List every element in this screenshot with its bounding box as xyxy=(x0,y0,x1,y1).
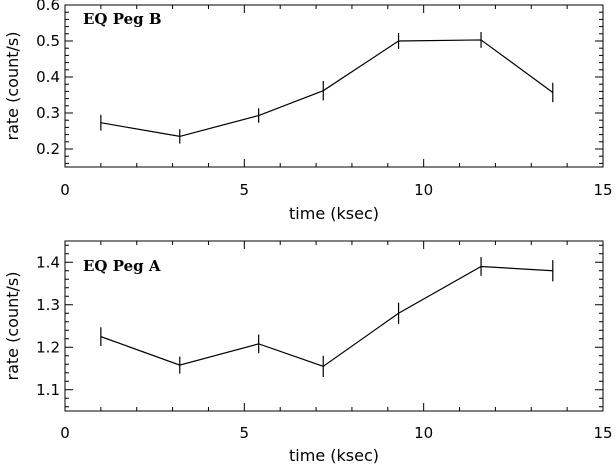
x-tick-label: 5 xyxy=(240,181,250,199)
y-tick-label: 1.4 xyxy=(36,253,60,271)
y-axis-label: rate (count/s) xyxy=(3,32,22,141)
x-axis-label: time (ksec) xyxy=(289,204,379,223)
y-tick-label: 0.4 xyxy=(36,68,60,86)
y-tick-label: 0.5 xyxy=(36,32,60,50)
x-tick-label: 10 xyxy=(414,424,433,442)
data-marks xyxy=(100,257,554,377)
ticks: 0 5 10 15 0.2 0.3 0.4 0.5 0.6 xyxy=(36,0,612,199)
x-axis-label: time (ksec) xyxy=(289,446,379,464)
x-tick-label: 15 xyxy=(593,424,612,442)
series-line xyxy=(100,39,554,138)
y-tick-label: 0.3 xyxy=(36,104,60,122)
series-line xyxy=(100,265,553,368)
panel-eq-peg-a: EQ Peg A time (ksec) rate (count/s) 0 5 10… xyxy=(3,240,613,464)
x-tick-label: 10 xyxy=(414,181,433,199)
y-tick-label: 0.6 xyxy=(36,0,60,14)
x-tick-label: 15 xyxy=(593,181,612,199)
x-tick-label: 0 xyxy=(60,424,70,442)
x-tick-label: 5 xyxy=(240,424,250,442)
panel-title: EQ Peg B xyxy=(83,10,162,28)
x-tick-label: 0 xyxy=(60,181,70,199)
data-marks xyxy=(100,32,554,144)
panel-title: EQ Peg A xyxy=(83,257,161,275)
y-tick-label: 1.2 xyxy=(36,338,60,356)
y-tick-label: 1.1 xyxy=(36,381,60,399)
ticks: 0 5 10 15 1.1 1.2 1.3 1.4 xyxy=(36,241,613,442)
panel-eq-peg-b: EQ Peg B time (ksec) rate (count/s) 0 5 10… xyxy=(3,0,613,223)
y-axis-label: rate (count/s) xyxy=(3,272,22,381)
y-tick-label: 1.3 xyxy=(36,296,60,314)
y-tick-label: 0.2 xyxy=(36,140,60,158)
plot-frame xyxy=(64,4,604,168)
plot-frame xyxy=(64,240,604,412)
